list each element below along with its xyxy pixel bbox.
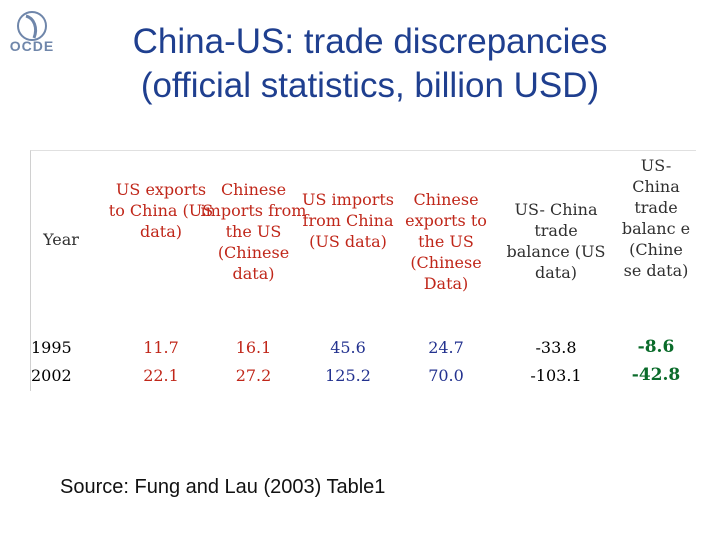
- header-cn-balance: US- China trade balanc e (Chine se data): [621, 156, 691, 280]
- header-us-imports: US imports from China (US data): [302, 190, 394, 251]
- row-2002-cn-exports: 70.0: [428, 366, 464, 385]
- row-1995-us-exports: 11.7: [143, 338, 179, 357]
- header-us-exports: US exports to China (US data): [108, 180, 214, 241]
- header-cn-exports: Chinese exports to the US (Chinese Data): [405, 190, 487, 293]
- header-year: Year: [43, 230, 79, 249]
- row-2002-cn-balance: -42.8: [631, 365, 681, 385]
- row-2002-us-imports: 125.2: [325, 366, 371, 385]
- page-title: China-US: trade discrepancies (official …: [60, 20, 680, 108]
- logo-text: OCDE: [9, 38, 55, 54]
- title-line-2: (official statistics, billion USD): [140, 66, 600, 105]
- oecd-logo-icon: [17, 11, 47, 41]
- title-line-1: China-US: trade discrepancies: [132, 22, 608, 61]
- row-2002-us-balance: -103.1: [530, 366, 582, 385]
- header-us-balance: US- China trade balance (US data): [506, 200, 606, 282]
- row-1995-us-imports: 45.6: [330, 338, 366, 357]
- row-2002-cn-imports: 27.2: [235, 366, 272, 385]
- row-1995-cn-exports: 24.7: [428, 338, 464, 357]
- source-note: Source: Fung and Lau (2003) Table1: [60, 476, 386, 498]
- row-2002-us-exports: 22.1: [143, 366, 179, 385]
- row-1995-cn-balance: -8.6: [637, 337, 675, 357]
- row-1995-cn-imports: 16.1: [235, 338, 272, 357]
- row-1995-year: 1995: [31, 338, 72, 357]
- row-1995-us-balance: -33.8: [535, 338, 577, 357]
- row-2002-year: 2002: [31, 366, 72, 385]
- trade-table: Year US exports to China (US data) Chine…: [30, 150, 696, 391]
- header-cn-imports: Chinese imports from the US (Chinese dat…: [200, 180, 307, 283]
